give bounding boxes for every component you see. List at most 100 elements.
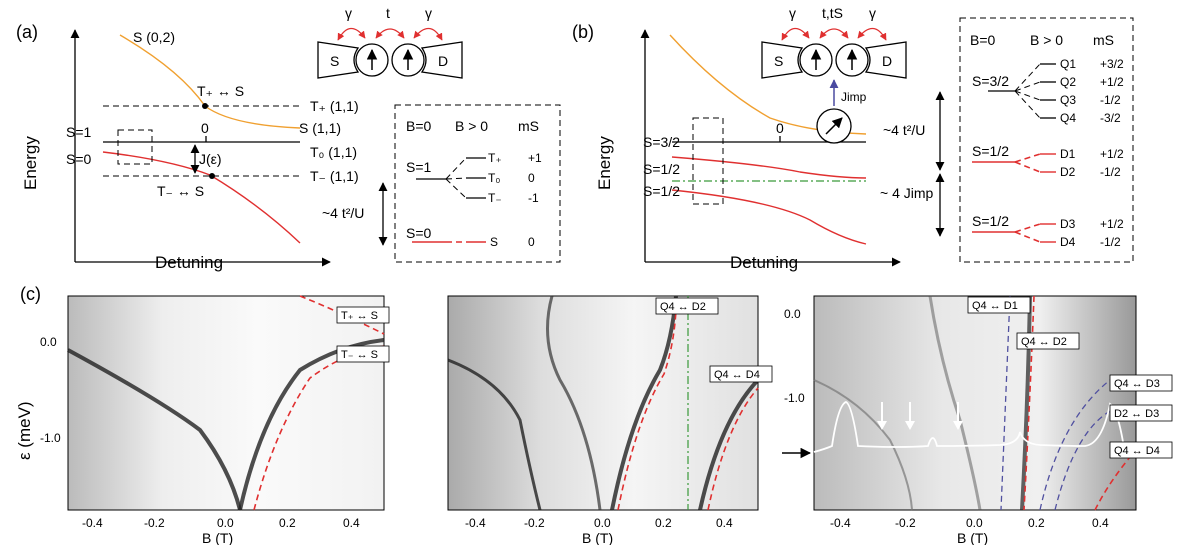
plot-c2: Q4 ↔ D2 Q4 ↔ D4 <box>447 295 773 511</box>
c1-label-tplus: T₊ ↔ S <box>341 310 378 322</box>
s32-split <box>1014 63 1041 119</box>
t-label: t <box>386 5 390 21</box>
b-red-curve-2 <box>671 189 867 245</box>
ms-header: mS <box>1093 32 1114 48</box>
zoom-box-a <box>117 129 153 165</box>
crossing-tminus <box>209 173 215 179</box>
b-s12b-label: S=1/2 <box>643 183 680 199</box>
c3-fit-q4d1 <box>1000 295 1011 511</box>
box-s1-label: S=1 <box>406 159 432 175</box>
s12a-split <box>1014 153 1041 173</box>
c2-xtick: 0.2 <box>655 516 672 530</box>
drain-lead <box>420 41 463 79</box>
c3-label-box <box>1016 332 1080 350</box>
box-s32-label: S=3/2 <box>972 73 1009 89</box>
tunnel-arrow <box>781 27 810 41</box>
c3-trace <box>813 401 1137 454</box>
b-s12a-label: S=1/2 <box>643 161 680 177</box>
s1-split <box>445 157 467 199</box>
dot-schematic-a: S D γ t γ <box>317 5 463 79</box>
box-q-name: Q1 <box>1060 57 1076 71</box>
impurity-spin-icon <box>825 117 843 135</box>
plot-c3: Q4 ↔ D1 Q4 ↔ D2 Q4 ↔ D3 D2 ↔ D3 Q4 ↔ D4 <box>813 295 1173 511</box>
box-d-name: D3 <box>1060 217 1076 231</box>
c3-label-q4d4: Q4 ↔ D4 <box>1114 445 1160 457</box>
c3-fit-q4d2 <box>1023 295 1035 511</box>
c1-xtick: -0.4 <box>82 516 103 530</box>
box-d-ms: -1/2 <box>1100 165 1121 179</box>
c1-ytick: -1.0 <box>40 431 61 445</box>
s02-curve <box>119 34 301 129</box>
tunnel-arrow <box>857 27 887 41</box>
c2-resonance-3 <box>610 295 678 511</box>
tunnel-arrow <box>819 28 849 39</box>
box-level-ms: +1 <box>528 151 542 165</box>
c1-xlabel: B (T) <box>202 530 233 545</box>
c3-label-box <box>1109 441 1173 459</box>
box-level-ms: 0 <box>528 235 535 249</box>
c2-label-q4d4: Q4 ↔ D4 <box>714 369 760 381</box>
zoom-box-b <box>692 117 724 205</box>
s0-label: S=0 <box>66 151 92 167</box>
c1-label-box <box>336 306 390 324</box>
box-s12a-label: S=1/2 <box>972 143 1009 159</box>
plot-c2-frame <box>447 295 759 511</box>
gap1-label: ~4 t²/U <box>883 122 925 138</box>
tplus-s-label: T₊ ↔ S <box>197 83 244 99</box>
c3-label-q4d2: Q4 ↔ D2 <box>1021 336 1067 348</box>
drain-label: D <box>882 53 892 69</box>
c3-xtick: 0.0 <box>966 516 983 530</box>
c3-faint-line <box>813 379 913 511</box>
box-d-name: D4 <box>1060 235 1076 249</box>
c2-xlabel: B (T) <box>582 530 613 545</box>
c3-arrow-head <box>953 421 963 430</box>
c3-xtick: -0.2 <box>895 516 916 530</box>
ms-header: mS <box>518 118 539 134</box>
c3-label-q4d1: Q4 ↔ D1 <box>972 300 1018 312</box>
c3-resonance-d2 <box>1020 295 1032 511</box>
level-box-b <box>959 17 1134 263</box>
tplus11-label: T₊ (1,1) <box>310 98 359 114</box>
jimp-label: Jimp <box>841 90 867 104</box>
c1-xtick: 0.2 <box>279 516 296 530</box>
gap2-label: ~ 4 Jimp <box>880 185 934 201</box>
c2-xtick: -0.4 <box>465 516 486 530</box>
plot-c1-frame <box>67 295 385 511</box>
c3-arrow-head <box>877 421 887 430</box>
box-s12b-label: S=1/2 <box>972 213 1009 229</box>
box-q-ms: +3/2 <box>1100 57 1124 71</box>
box-q-ms: -3/2 <box>1100 111 1121 125</box>
box-q-name: Q4 <box>1060 111 1076 125</box>
bpos-header: B > 0 <box>455 118 488 134</box>
c2-resonance-4 <box>698 378 760 511</box>
box-level-name: S <box>490 235 498 249</box>
tminus-s-label: T₋ ↔ S <box>157 183 204 199</box>
c2-fit-d4 <box>707 387 759 511</box>
box-level-name: T₊ <box>488 151 502 165</box>
crossing-tplus <box>202 103 208 109</box>
c3-label-q4d3: Q4 ↔ D3 <box>1114 378 1160 390</box>
panel-a-xlabel: Detuning <box>155 253 223 272</box>
tunnel-arrow <box>413 27 443 41</box>
tts-label: t,tS <box>822 5 843 21</box>
s1-label: S=1 <box>66 124 92 140</box>
c3-xlabel: B (T) <box>957 530 988 545</box>
panel-a-ylabel: Energy <box>21 136 40 190</box>
s11-label: S (1,1) <box>299 120 341 136</box>
level-box-a <box>394 104 561 263</box>
c1-xtick: 0.4 <box>343 516 360 530</box>
c1-label-tminus: T₋ ↔ S <box>341 349 378 361</box>
c2-xtick: 0.4 <box>716 516 733 530</box>
b-s32-label: S=3/2 <box>643 134 680 150</box>
box-s0-label: S=0 <box>406 225 432 241</box>
tunnel-arrow <box>337 27 366 41</box>
c2-xtick: -0.2 <box>524 516 545 530</box>
c3-xtick: 0.4 <box>1092 516 1109 530</box>
c1-label-box <box>336 345 390 363</box>
panel-b-xlabel: Detuning <box>730 253 798 272</box>
gamma-label: γ <box>789 5 796 21</box>
c1-xtick: -0.2 <box>144 516 165 530</box>
c2-label-q4d2: Q4 ↔ D2 <box>660 301 706 313</box>
b0-header: B=0 <box>970 32 996 48</box>
c3-arrow-head <box>905 421 915 430</box>
